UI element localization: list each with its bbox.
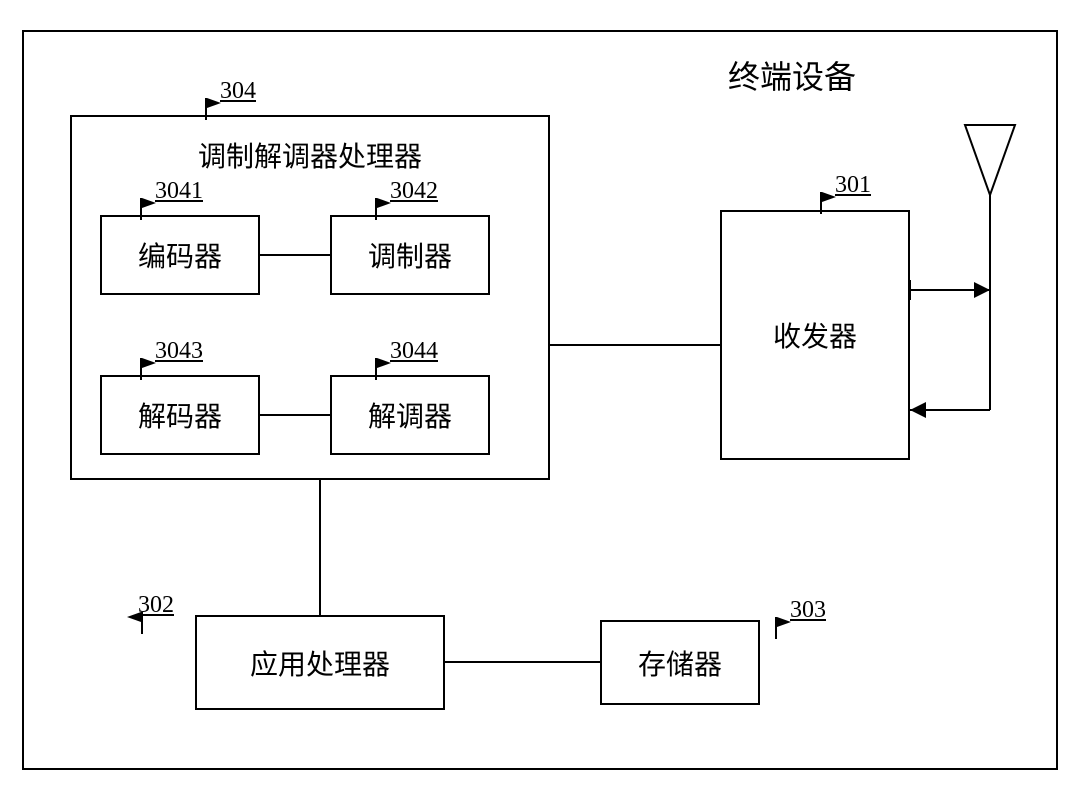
connectors-svg bbox=[0, 0, 1080, 800]
terminal-device-diagram: 终端设备 调制解调器处理器 304 编码器 3041 调制器 3042 解码器 … bbox=[0, 0, 1080, 800]
